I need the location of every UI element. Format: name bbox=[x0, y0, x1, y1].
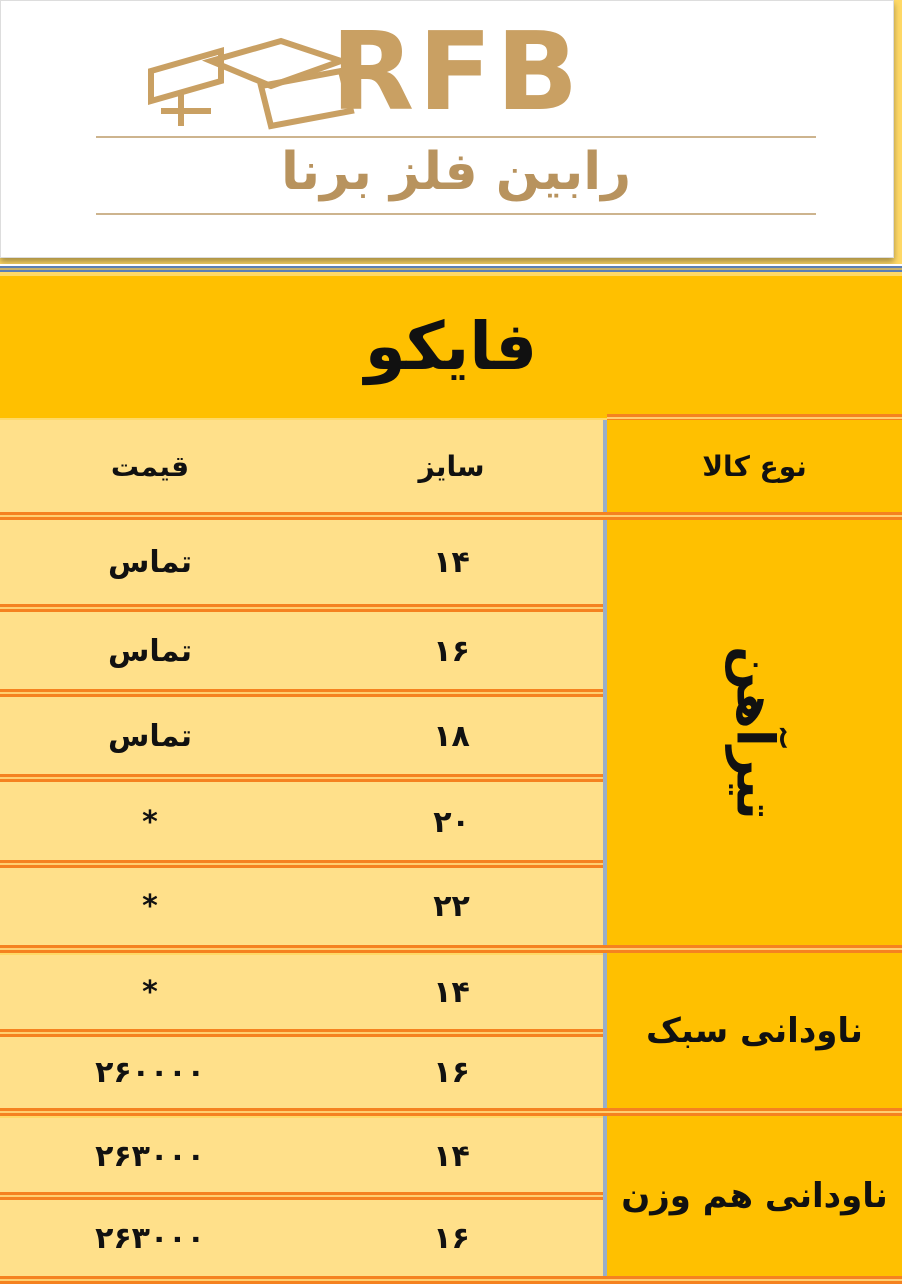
company-logo: RFB رابین فلز برنا bbox=[0, 0, 894, 258]
logo-divider bbox=[96, 136, 816, 138]
column-divider bbox=[603, 1116, 607, 1276]
size-cell: ۱۶ bbox=[433, 1220, 470, 1256]
price-cell: تماس bbox=[107, 633, 193, 669]
size-cell: ۱۶ bbox=[433, 1055, 470, 1090]
row-separator bbox=[0, 860, 603, 868]
table-row: ۲۶۳۰۰۰ ۱۶ bbox=[0, 1200, 603, 1276]
logo-divider bbox=[96, 213, 816, 215]
price-cell: تماس bbox=[107, 545, 193, 580]
row-separator bbox=[0, 1029, 603, 1037]
table-row: ۲۶۳۰۰۰ ۱۴ bbox=[0, 1118, 603, 1195]
product-type-cell: ناودانی سبک bbox=[607, 953, 902, 1108]
price-cell: * bbox=[142, 889, 158, 924]
size-cell: ۲۰ bbox=[433, 804, 470, 840]
logo-latin-text: RFB bbox=[331, 10, 583, 135]
price-cell: تماس bbox=[107, 718, 193, 754]
table-row: * ۲۲ bbox=[0, 868, 603, 945]
header-size: سایز bbox=[418, 449, 485, 483]
size-cell: ۱۴ bbox=[433, 545, 470, 580]
table-row: تماس ۱۴ bbox=[0, 520, 603, 605]
size-cell: ۲۲ bbox=[433, 889, 470, 924]
row-separator bbox=[0, 1192, 603, 1200]
row-separator bbox=[0, 512, 902, 520]
price-cell: * bbox=[142, 804, 158, 840]
size-cell: ۱۴ bbox=[433, 975, 470, 1010]
divider bbox=[0, 264, 902, 272]
product-type-cell: ناودانی هم وزن bbox=[607, 1116, 902, 1276]
price-cell: ۲۶۳۰۰۰ bbox=[95, 1139, 205, 1174]
table-row: * ۱۴ bbox=[0, 955, 603, 1030]
page-title: فایکو bbox=[364, 308, 538, 385]
column-divider bbox=[603, 520, 607, 945]
steel-profiles-icon bbox=[148, 37, 355, 130]
row-separator bbox=[0, 774, 603, 782]
title-band: فایکو bbox=[0, 276, 902, 418]
column-divider bbox=[603, 420, 607, 512]
row-separator bbox=[0, 1108, 902, 1116]
header-price: قیمت bbox=[110, 449, 190, 483]
table-row: تماس ۱۸ bbox=[0, 697, 603, 775]
column-divider bbox=[603, 953, 607, 1108]
row-separator bbox=[0, 689, 603, 697]
header-row: قیمت سایز bbox=[0, 420, 603, 512]
table-row: ۲۶۰۰۰۰ ۱۶ bbox=[0, 1037, 603, 1108]
size-cell: ۱۸ bbox=[433, 718, 470, 754]
table-row: * ۲۰ bbox=[0, 782, 603, 862]
row-separator bbox=[0, 945, 902, 953]
price-cell: * bbox=[142, 975, 158, 1010]
price-cell: ۲۶۳۰۰۰ bbox=[95, 1220, 205, 1256]
logo-persian-text: رابین فلز برنا bbox=[280, 142, 632, 202]
price-cell: ۲۶۰۰۰۰ bbox=[95, 1055, 205, 1090]
row-separator bbox=[607, 414, 902, 422]
table-row: تماس ۱۶ bbox=[0, 612, 603, 690]
header-type: نوع کالا bbox=[607, 420, 902, 512]
product-type-cell: تیرآهن bbox=[607, 520, 902, 945]
row-separator bbox=[0, 1276, 902, 1284]
row-separator bbox=[0, 604, 603, 612]
size-cell: ۱۶ bbox=[433, 633, 470, 669]
size-cell: ۱۴ bbox=[433, 1139, 470, 1174]
